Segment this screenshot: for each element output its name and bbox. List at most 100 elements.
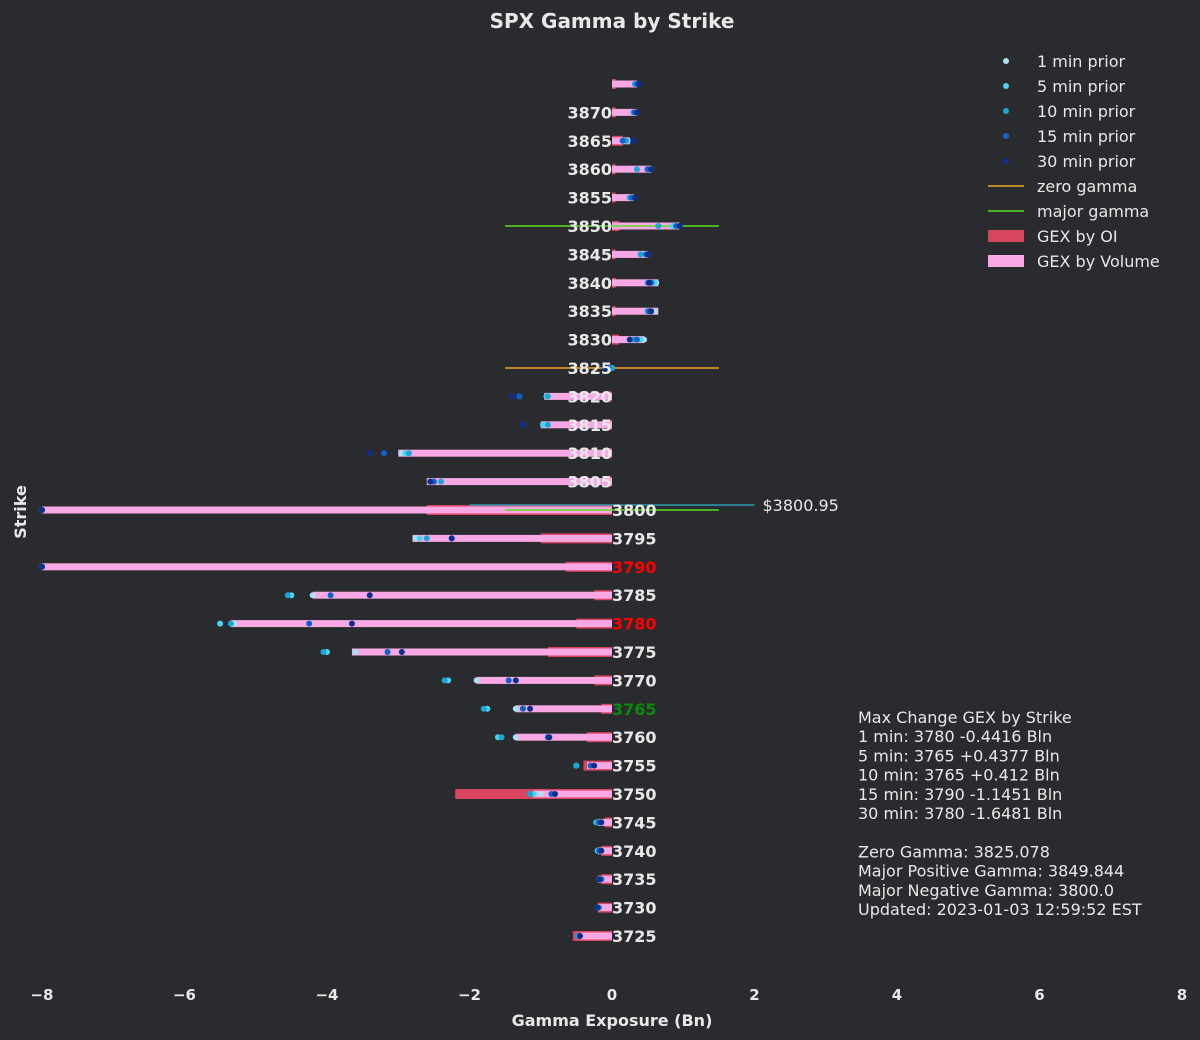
strike-label: 3845 [567,245,612,264]
prior-dot [473,677,480,684]
strike-label: 3795 [612,529,657,548]
strike-label: 3805 [567,473,612,492]
strike-label: 3790 [612,558,657,577]
volume-bar [579,932,612,940]
volume-bar [398,449,612,457]
prior-dot [366,450,373,457]
volume-bar [612,165,652,173]
volume-bar [515,733,612,741]
prior-dot [552,791,558,797]
strike-label: 3835 [567,302,612,321]
prior-dot [309,592,316,599]
strike-label: 3750 [612,785,657,804]
strike-label: 3770 [612,671,657,690]
prior-dot [648,308,655,315]
legend-label: GEX by Volume [1037,252,1160,271]
x-tick-label: −8 [30,986,53,1004]
volume-bar [312,591,612,599]
legend-marker [1003,58,1009,64]
prior-dot [633,166,640,173]
legend-label: 10 min prior [1037,102,1136,121]
x-tick-label: 4 [892,986,902,1004]
prior-dot [498,734,505,741]
x-tick-label: 8 [1177,986,1187,1004]
legend-marker [1003,158,1009,164]
prior-dot [381,450,387,457]
prior-dot [227,620,234,627]
prior-dot [573,762,580,769]
strike-label: 3830 [567,331,612,350]
strike-label: 3870 [567,103,612,122]
prior-dot [630,137,637,144]
legend-label: 15 min prior [1037,127,1136,146]
prior-dot [519,705,526,712]
volume-bar [597,847,612,855]
strike-label: 3825 [567,359,612,378]
legend-marker [1003,133,1009,139]
prior-dot [633,336,640,343]
x-tick-label: 0 [607,986,617,1004]
x-tick-label: −6 [173,986,196,1004]
volume-bar [612,279,659,287]
strike-label: 3725 [612,927,657,946]
prior-dot [626,336,633,343]
prior-dot [441,677,448,684]
prior-dot [39,507,45,513]
prior-dot [596,876,603,883]
volume-bar [42,563,612,571]
prior-dot [39,563,45,570]
legend: 1 min prior 5 min prior 10 min prior 15 min… [988,52,1160,271]
strike-label: 3810 [567,444,612,463]
info-line: Zero Gamma: 3825.078 [858,842,1050,861]
info-line: Max Change GEX by Strike [858,708,1072,727]
legend-marker [988,230,1024,242]
prior-dot [512,677,519,684]
volume-bar [515,705,612,713]
info-line: 30 min: 3780 -1.6481 Bln [858,804,1062,823]
prior-dot [544,421,551,428]
strike-label: 3820 [567,387,612,406]
prior-dot [320,649,327,655]
volume-bar [351,648,612,656]
info-line: Major Negative Gamma: 3800.0 [858,881,1114,900]
x-ticks-layer: −8 −6 −4 −2 0 2 4 6 8 [30,986,1187,1004]
prior-dot [648,166,655,173]
strike-label: 3775 [612,643,657,662]
prior-dot [512,734,519,741]
prior-dot [438,478,444,485]
prior-dot [505,677,512,684]
legend-label: GEX by OI [1037,227,1118,246]
prior-dot [327,592,334,599]
volume-bar [476,676,612,684]
prior-dot [544,393,551,400]
volume-bar [597,904,612,912]
x-axis-label: Gamma Exposure (Bn) [512,1011,713,1030]
prior-dot [676,223,683,229]
prior-dot [427,478,434,485]
strike-label: 3785 [612,586,657,605]
prior-dot [636,81,643,87]
strike-label: 3740 [612,842,657,861]
strike-label: 3840 [567,274,612,293]
volume-bar [597,818,612,826]
prior-dot [509,393,516,400]
volume-bar [612,108,637,116]
volume-bar [612,80,637,88]
strike-label: 3755 [612,757,657,776]
spot-price-label: $3800.95 [763,496,839,515]
prior-dot [601,365,608,371]
strike-label: 3815 [567,416,612,435]
prior-dot [631,194,638,201]
volume-bar [426,478,612,486]
strike-labels-layer: 3870 3865 3860 3855 3850 3845 3840 3835 3830 3825… [567,103,656,946]
bars-layer [42,79,680,941]
volume-bar [544,392,612,400]
prior-dot [512,705,519,712]
prior-dot [576,933,583,939]
strike-label: 3800 [612,501,657,520]
info-line: 1 min: 3780 -0.4416 Bln [858,727,1052,746]
strike-label: 3855 [567,189,612,208]
volume-bar [230,620,612,628]
